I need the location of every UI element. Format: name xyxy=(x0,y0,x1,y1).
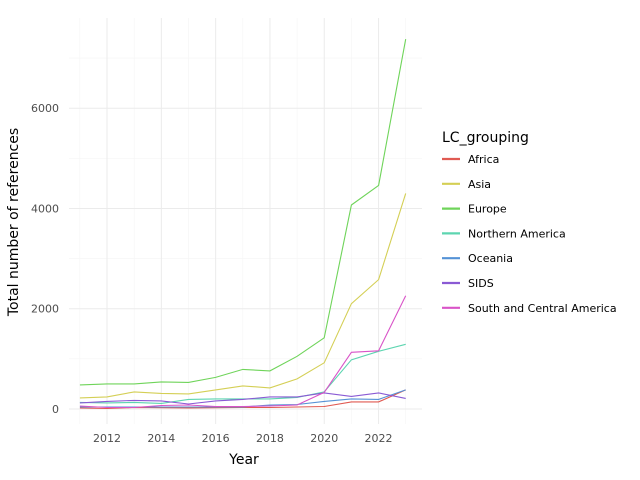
y-tick-label: 0 xyxy=(52,403,59,416)
y-tick-label: 2000 xyxy=(31,303,59,316)
legend-title: LC_grouping xyxy=(442,130,529,146)
x-axis-title: Year xyxy=(228,452,259,468)
legend-label: Asia xyxy=(468,178,491,191)
x-tick-label: 2016 xyxy=(202,432,230,445)
legend-item: Africa xyxy=(442,153,499,166)
legend-item: Oceania xyxy=(442,252,513,265)
y-tick-label: 6000 xyxy=(31,102,59,115)
grid xyxy=(69,18,422,424)
x-axis-ticks: 2012 2014 2016 2018 2020 2022 xyxy=(93,432,393,445)
legend-label: Northern America xyxy=(468,227,566,240)
series-line-europe xyxy=(79,38,407,386)
y-axis-title: Total number of references xyxy=(6,128,22,317)
legend-item: South and Central America xyxy=(442,302,617,315)
legend-item: SIDS xyxy=(442,277,494,290)
x-tick-label: 2018 xyxy=(256,432,284,445)
legend-label: South and Central America xyxy=(468,302,617,315)
legend-item: Europe xyxy=(442,203,507,216)
legend-item: Northern America xyxy=(442,227,566,240)
x-tick-label: 2020 xyxy=(310,432,338,445)
y-axis-ticks: 0 2000 4000 6000 xyxy=(31,102,59,416)
x-tick-label: 2014 xyxy=(147,432,175,445)
series-line-south-and-central-america xyxy=(79,295,407,409)
x-tick-label: 2022 xyxy=(365,432,393,445)
legend-label: Oceania xyxy=(468,252,513,265)
series-lines xyxy=(79,38,407,410)
legend-label: Africa xyxy=(468,153,499,166)
legend-label: Europe xyxy=(468,203,507,216)
y-tick-label: 4000 xyxy=(31,202,59,215)
series-line-asia xyxy=(79,193,407,399)
legend-item: Asia xyxy=(442,178,491,191)
legend: LC_grouping Africa Asia Europe Northern Ame… xyxy=(442,130,617,315)
legend-label: SIDS xyxy=(468,277,494,290)
x-tick-label: 2012 xyxy=(93,432,121,445)
series-line-sids xyxy=(79,392,406,405)
legend-items: Africa Asia Europe Northern America Oceania S… xyxy=(442,153,617,315)
